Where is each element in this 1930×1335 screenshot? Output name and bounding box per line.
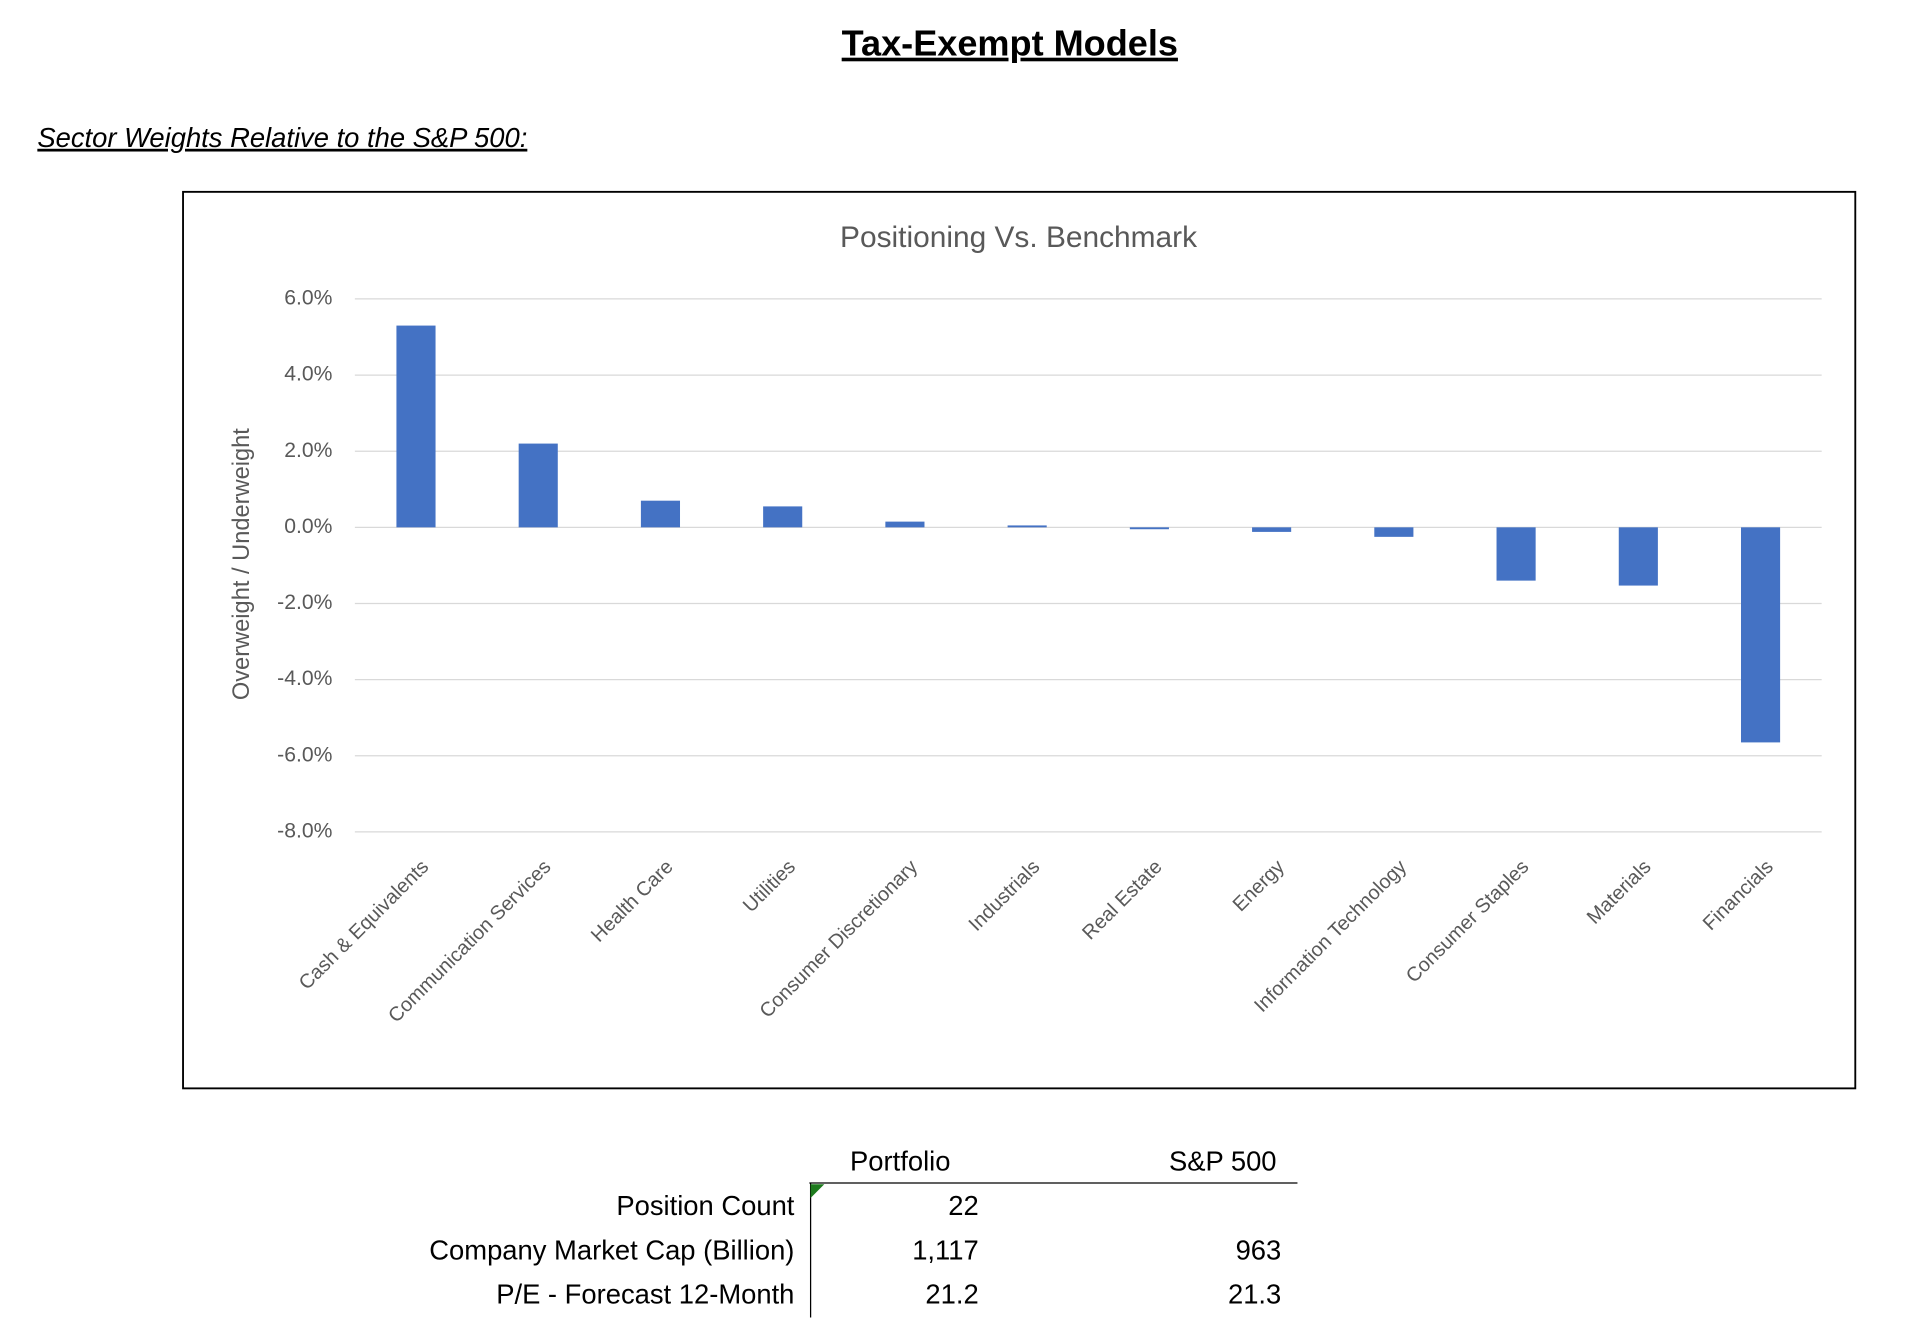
y-tick-label: 6.0%	[284, 287, 332, 310]
y-tick-label: 0.0%	[284, 515, 332, 538]
y-tick-label: 4.0%	[284, 363, 332, 386]
table-cell: 21.2	[925, 1279, 978, 1310]
bar	[396, 325, 436, 528]
subtitle: Sector Weights Relative to the S&P 500:	[37, 122, 527, 153]
table-cell: 963	[1236, 1234, 1282, 1265]
bar	[1496, 527, 1536, 581]
chart-frame	[182, 190, 1857, 1090]
y-tick-label: 2.0%	[284, 439, 332, 462]
column-header: Portfolio	[850, 1145, 950, 1176]
table-cell: 21.3	[1228, 1279, 1281, 1310]
y-axis-label: Overweight / Underweight	[229, 428, 255, 700]
bar	[1252, 527, 1292, 532]
bar	[518, 443, 558, 528]
y-tick-label: -6.0%	[277, 743, 332, 766]
column-header: S&P 500	[1169, 1145, 1277, 1176]
row-label: Company Market Cap (Billion)	[429, 1234, 794, 1265]
cell-indicator	[810, 1184, 825, 1198]
bar	[1129, 527, 1169, 530]
table-cell: 1,117	[912, 1234, 978, 1265]
row-label: Position Count	[616, 1190, 794, 1221]
row-label: P/E - Forecast 12-Month	[496, 1279, 794, 1310]
y-tick-label: -2.0%	[277, 591, 332, 614]
table-cell: 22	[948, 1190, 978, 1221]
bar	[1618, 527, 1658, 586]
bar	[640, 500, 681, 528]
bar	[885, 521, 925, 528]
bar	[1007, 525, 1047, 528]
bar	[1740, 527, 1781, 743]
bar	[1374, 527, 1414, 537]
chart-title: Positioning Vs. Benchmark	[840, 221, 1197, 254]
y-tick-label: -8.0%	[277, 819, 332, 842]
y-tick-label: -4.0%	[277, 667, 332, 690]
page-title: Tax-Exempt Models	[842, 23, 1178, 64]
bar	[763, 506, 803, 528]
